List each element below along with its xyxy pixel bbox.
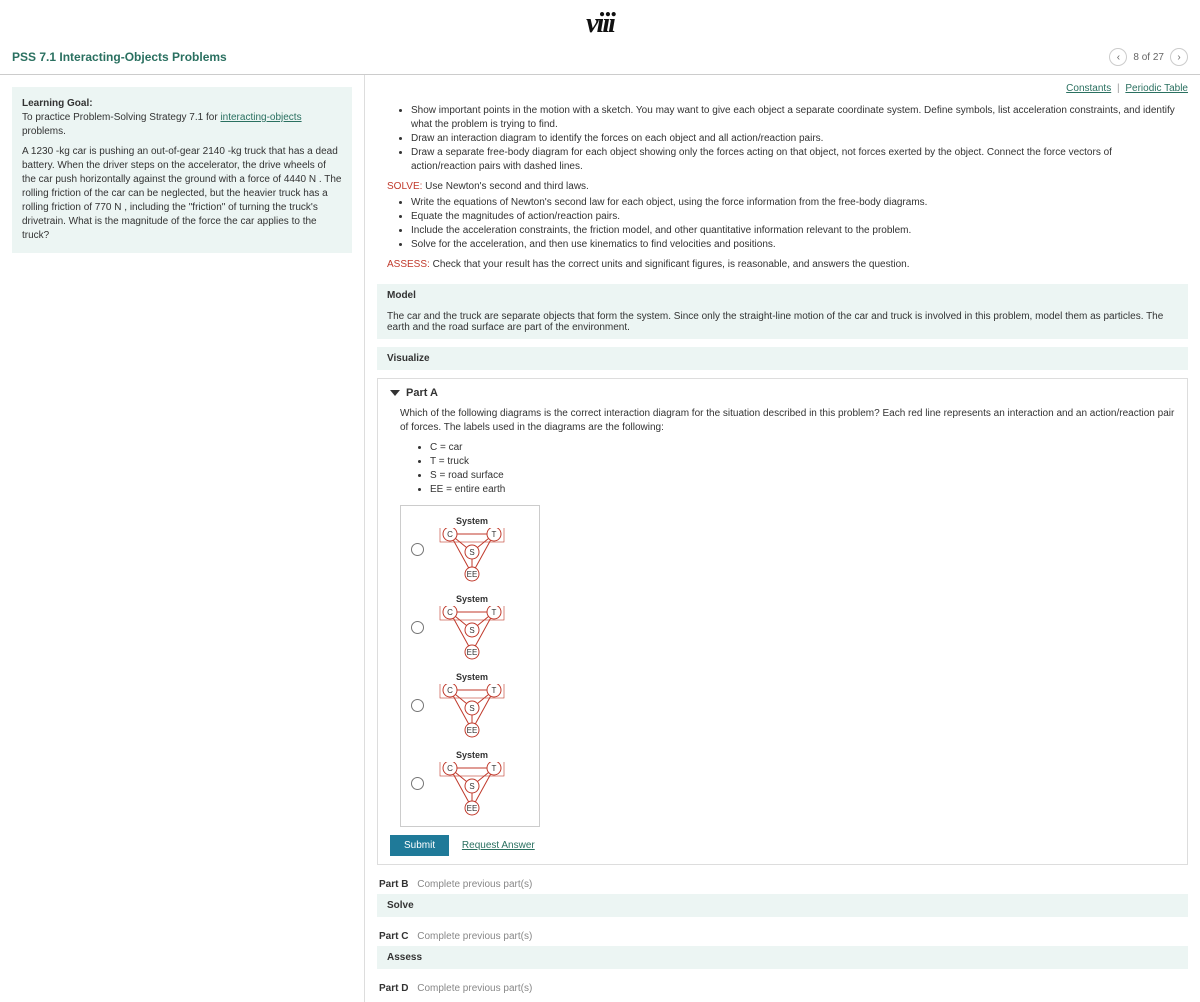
top-links: Constants | Periodic Table xyxy=(377,83,1188,94)
svg-text:T: T xyxy=(492,686,497,695)
prev-button[interactable]: ‹ xyxy=(1109,48,1127,66)
solve-bullet-3: Include the acceleration constraints, th… xyxy=(411,224,1178,238)
option-3-radio[interactable] xyxy=(411,699,424,712)
part-a-header[interactable]: Part A xyxy=(390,387,1175,399)
svg-text:T: T xyxy=(492,530,497,539)
goal-line1c: problems. xyxy=(22,126,66,137)
next-button[interactable]: › xyxy=(1170,48,1188,66)
legend-list: C = car T = truck S = road surface EE = … xyxy=(420,441,1175,497)
goal-heading: Learning Goal: xyxy=(22,98,93,109)
constants-link[interactable]: Constants xyxy=(1066,83,1111,94)
submit-button[interactable]: Submit xyxy=(390,835,449,856)
main-content: Constants | Periodic Table Show importan… xyxy=(365,75,1200,1002)
model-header: Model xyxy=(377,284,1188,307)
part-d-status: Complete previous part(s) xyxy=(417,983,532,994)
option-1-radio[interactable] xyxy=(411,543,424,556)
solve-label: SOLVE: xyxy=(387,181,422,192)
page-header: PSS 7.1 Interacting-Objects Problems ‹ 8… xyxy=(0,40,1200,75)
svg-text:C: C xyxy=(447,530,453,539)
visualize-header: Visualize xyxy=(377,347,1188,370)
option-4-radio[interactable] xyxy=(411,777,424,790)
legend-c: C = car xyxy=(430,441,1175,455)
svg-text:T: T xyxy=(492,764,497,773)
sidebar: Learning Goal: To practice Problem-Solvi… xyxy=(0,75,365,1002)
legend-ee: EE = entire earth xyxy=(430,483,1175,497)
part-b-label: Part B xyxy=(379,879,408,890)
goal-line1a: To practice Problem-Solving Strategy 7.1… xyxy=(22,112,220,123)
part-d-line: Part D Complete previous part(s) xyxy=(377,983,1188,994)
instructions-block: Show important points in the motion with… xyxy=(377,98,1188,276)
solve-text: Use Newton's second and third laws. xyxy=(422,181,588,192)
top-bar: viii xyxy=(0,0,1200,40)
option-2-diagram: System C T S EE xyxy=(432,592,512,662)
instr-bullet-2: Draw an interaction diagram to identify … xyxy=(411,132,1178,146)
periodic-table-link[interactable]: Periodic Table xyxy=(1125,83,1188,94)
option-3[interactable]: System C T S EE xyxy=(401,666,539,744)
option-1[interactable]: System C T S EE xyxy=(401,510,539,588)
system-label: System xyxy=(456,594,488,604)
legend-s: S = road surface xyxy=(430,469,1175,483)
interacting-objects-link[interactable]: interacting-objects xyxy=(220,112,301,123)
svg-text:EE: EE xyxy=(467,804,478,813)
system-label: System xyxy=(456,672,488,682)
page-indicator: 8 of 27 xyxy=(1133,52,1164,63)
part-a-question: Which of the following diagrams is the c… xyxy=(400,407,1175,435)
answer-options: System C T S EE System C T S EE System C T S EE xyxy=(400,505,540,827)
option-4[interactable]: System C T S EE xyxy=(401,744,539,822)
svg-text:C: C xyxy=(447,608,453,617)
system-label: System xyxy=(456,516,488,526)
option-4-diagram: System C T S EE xyxy=(432,748,512,818)
part-b-status: Complete previous part(s) xyxy=(417,879,532,890)
request-answer-link[interactable]: Request Answer xyxy=(462,840,535,851)
svg-text:S: S xyxy=(469,548,474,557)
legend-t: T = truck xyxy=(430,455,1175,469)
part-a-box: Part A Which of the following diagrams i… xyxy=(377,378,1188,865)
part-b-line: Part B Complete previous part(s) xyxy=(377,879,1188,890)
part-c-label: Part C xyxy=(379,931,408,942)
visualize-title: Visualize xyxy=(387,353,430,364)
svg-text:S: S xyxy=(469,626,474,635)
model-title: Model xyxy=(387,290,416,301)
goal-paragraph: A 1230 -kg car is pushing an out-of-gear… xyxy=(22,146,341,241)
option-2-radio[interactable] xyxy=(411,621,424,634)
model-body: The car and the truck are separate objec… xyxy=(377,307,1188,339)
svg-text:C: C xyxy=(447,686,453,695)
pager: ‹ 8 of 27 › xyxy=(1109,48,1188,66)
logo: viii xyxy=(586,8,614,40)
assess-bar: Assess xyxy=(377,946,1188,969)
part-d-label: Part D xyxy=(379,983,408,994)
solve-bullet-1: Write the equations of Newton's second l… xyxy=(411,196,1178,210)
svg-text:C: C xyxy=(447,764,453,773)
option-1-diagram: System C T S EE xyxy=(432,514,512,584)
assess-label: ASSESS: xyxy=(387,259,430,270)
solve-bullet-2: Equate the magnitudes of action/reaction… xyxy=(411,210,1178,224)
svg-text:S: S xyxy=(469,704,474,713)
svg-text:T: T xyxy=(492,608,497,617)
page-title: PSS 7.1 Interacting-Objects Problems xyxy=(12,50,227,64)
link-sep: | xyxy=(1114,83,1122,94)
svg-text:S: S xyxy=(469,782,474,791)
main-layout: Learning Goal: To practice Problem-Solvi… xyxy=(0,75,1200,1002)
svg-text:EE: EE xyxy=(467,648,478,657)
solve-bar: Solve xyxy=(377,894,1188,917)
part-a-title: Part A xyxy=(406,387,438,399)
svg-text:EE: EE xyxy=(467,570,478,579)
option-3-diagram: System C T S EE xyxy=(432,670,512,740)
submit-row: Submit Request Answer xyxy=(390,835,1175,856)
collapse-icon xyxy=(390,390,400,396)
assess-text: Check that your result has the correct u… xyxy=(430,259,910,270)
option-2[interactable]: System C T S EE xyxy=(401,588,539,666)
instr-bullet-3: Draw a separate free-body diagram for ea… xyxy=(411,146,1178,174)
svg-text:EE: EE xyxy=(467,726,478,735)
part-c-status: Complete previous part(s) xyxy=(417,931,532,942)
solve-bullet-4: Solve for the acceleration, and then use… xyxy=(411,238,1178,252)
part-c-line: Part C Complete previous part(s) xyxy=(377,931,1188,942)
system-label: System xyxy=(456,750,488,760)
learning-goal-box: Learning Goal: To practice Problem-Solvi… xyxy=(12,87,352,253)
instr-bullet-1: Show important points in the motion with… xyxy=(411,104,1178,132)
